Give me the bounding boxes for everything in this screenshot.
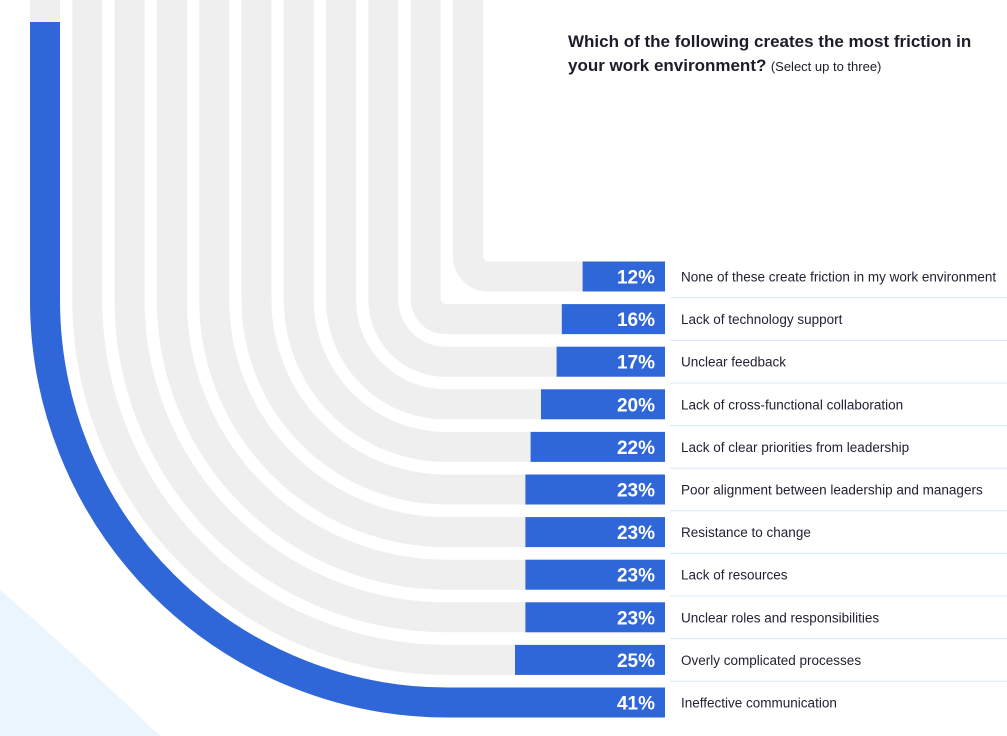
track bbox=[199, 0, 665, 548]
category-label: Lack of cross-functional collaboration bbox=[681, 397, 903, 412]
bar bbox=[530, 431, 665, 462]
track bbox=[72, 0, 665, 675]
track bbox=[283, 0, 665, 462]
track bbox=[410, 0, 665, 335]
track bbox=[156, 0, 665, 590]
bar bbox=[515, 644, 665, 675]
data-label: 23% bbox=[617, 608, 655, 629]
track bbox=[241, 0, 665, 505]
data-label: 41% bbox=[617, 694, 655, 715]
bar bbox=[525, 474, 665, 505]
bar bbox=[525, 559, 665, 590]
bar bbox=[561, 304, 665, 335]
bar bbox=[30, 22, 665, 718]
chart-title: Which of the following creates the most … bbox=[568, 30, 988, 78]
category-label: Overly complicated processes bbox=[681, 653, 861, 668]
category-label: Resistance to change bbox=[681, 525, 811, 540]
background-blob bbox=[0, 590, 160, 736]
bar bbox=[541, 389, 665, 420]
category-label: Ineffective communication bbox=[681, 696, 837, 711]
track bbox=[114, 0, 665, 633]
track bbox=[326, 0, 665, 420]
question-note: (Select up to three) bbox=[770, 59, 882, 74]
category-label: Lack of clear priorities from leadership bbox=[681, 440, 909, 455]
track bbox=[453, 0, 665, 292]
bar bbox=[525, 517, 665, 548]
data-label: 23% bbox=[617, 566, 655, 587]
bar bbox=[582, 261, 665, 292]
category-label: Lack of resources bbox=[681, 568, 788, 583]
category-label: Poor alignment between leadership and ma… bbox=[681, 483, 983, 498]
category-label: Lack of technology support bbox=[681, 312, 843, 327]
category-label: None of these create friction in my work… bbox=[681, 270, 996, 285]
question-text: Which of the following creates the most … bbox=[568, 32, 972, 75]
data-label: 22% bbox=[617, 438, 655, 459]
category-label: Unclear roles and responsibilities bbox=[681, 610, 879, 625]
data-label: 12% bbox=[617, 268, 655, 289]
category-label: Unclear feedback bbox=[681, 355, 786, 370]
track bbox=[368, 0, 665, 377]
bar bbox=[556, 346, 665, 377]
data-label: 16% bbox=[617, 310, 655, 331]
data-label: 25% bbox=[617, 651, 655, 672]
bar bbox=[525, 602, 665, 633]
data-label: 17% bbox=[617, 353, 655, 374]
data-label: 23% bbox=[617, 481, 655, 502]
data-label: 20% bbox=[617, 395, 655, 416]
data-label: 23% bbox=[617, 523, 655, 544]
